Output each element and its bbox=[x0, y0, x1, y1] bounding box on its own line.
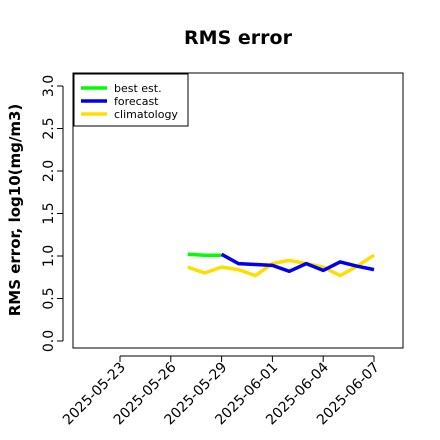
chart-title: RMS error bbox=[184, 27, 293, 49]
series-line-best-est bbox=[187, 252, 222, 257]
series-layer bbox=[187, 252, 375, 278]
series-line-forecast bbox=[220, 252, 375, 274]
y-tick-label: 0.5 bbox=[41, 287, 57, 309]
y-axis-label: RMS error, log10(mg/m3) bbox=[6, 104, 24, 317]
y-tick-label: 2.0 bbox=[41, 160, 57, 182]
y-tick-label: 1.5 bbox=[41, 202, 57, 224]
y-tick-label: 2.5 bbox=[41, 117, 57, 139]
legend-box bbox=[73, 73, 189, 127]
series-line-climatology bbox=[187, 253, 375, 278]
y-tick-label: 1.0 bbox=[41, 245, 57, 267]
x-axis: 2025-05-232025-05-262025-05-292025-06-01… bbox=[60, 355, 383, 428]
legend-label: forecast bbox=[114, 95, 159, 108]
y-tick-label: 0.0 bbox=[41, 330, 57, 352]
legend-label: best est. bbox=[114, 82, 162, 95]
plot-frame bbox=[72, 72, 404, 349]
legend-label: climatology bbox=[114, 108, 178, 121]
y-axis: 0.0 0.5 1.0 1.5 2.0 2.5 3.0 bbox=[41, 75, 64, 352]
y-tick-label: 3.0 bbox=[41, 75, 57, 97]
